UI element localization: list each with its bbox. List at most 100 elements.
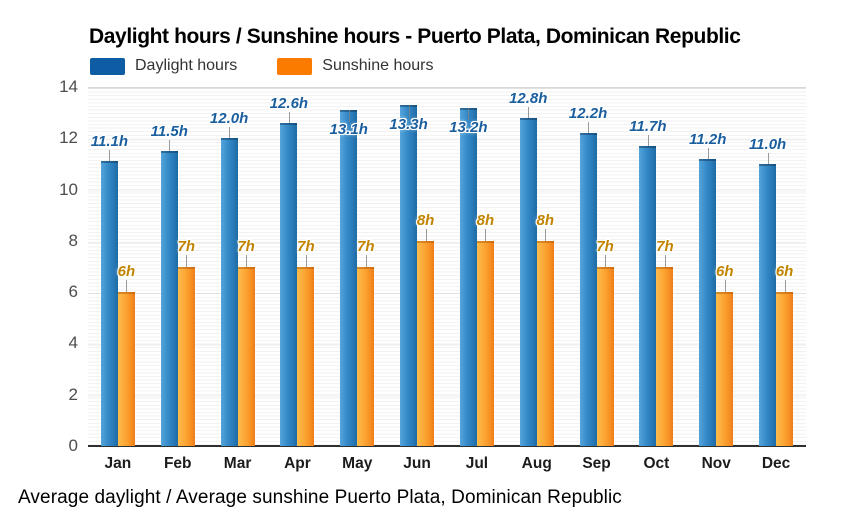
sunshine-label-leader — [664, 254, 666, 267]
chart-title: Daylight hours / Sunshine hours - Puerto… — [89, 25, 741, 48]
sunshine-label-leader — [784, 280, 786, 293]
daylight-bar — [579, 133, 597, 446]
sunshine-value-label: 7h — [656, 237, 674, 255]
sunshine-value-label: 7h — [237, 237, 255, 255]
y-axis-tick: 12 — [59, 128, 78, 148]
sunshine-bar — [716, 292, 734, 446]
sunshine-value-label: 7h — [596, 237, 614, 255]
x-axis-line — [88, 445, 806, 447]
daylight-label-leader — [229, 127, 231, 139]
x-axis-label: Dec — [761, 455, 791, 472]
daylight-value-label: 12.2h — [568, 105, 608, 123]
daylight-label-leader — [647, 134, 649, 146]
sunshine-value-label: 6h — [117, 263, 136, 281]
sunshine-bar — [117, 292, 135, 446]
x-axis-label: Apr — [284, 455, 311, 472]
sunshine-value-label: 8h — [476, 211, 495, 229]
y-axis-tick: 0 — [68, 436, 78, 455]
daylight-label-leader — [109, 150, 111, 162]
daylight-label-leader — [169, 140, 171, 152]
x-axis-label: Oct — [643, 455, 670, 472]
daylight-label-leader — [707, 147, 709, 159]
sunshine-label-leader — [365, 254, 367, 267]
sunshine-bar — [417, 240, 435, 446]
sunshine-value-label: 7h — [297, 237, 315, 255]
plot-area — [88, 87, 806, 447]
y-axis-tick: 2 — [68, 384, 78, 404]
daylight-value-label: 11.2h — [689, 130, 727, 148]
daylight-value-label: 11.7h — [629, 117, 667, 135]
y-axis-tick: 6 — [68, 282, 78, 302]
daylight-bar — [160, 151, 178, 446]
x-axis-label: Jul — [465, 455, 489, 472]
daylight-label-leader — [408, 104, 410, 117]
y-axis-tick: 4 — [68, 333, 78, 353]
sunshine-value-label: 7h — [356, 237, 375, 255]
x-axis-label: Jan — [104, 455, 132, 472]
daylight-value-label: 12.8h — [509, 89, 548, 107]
daylight-bar — [400, 104, 418, 446]
legend-label-sunshine: Sunshine hours — [322, 57, 434, 74]
daylight-label-leader — [348, 110, 350, 123]
sunshine-value-label: 6h — [775, 263, 794, 281]
daylight-label-leader — [288, 111, 290, 123]
daylight-bar — [220, 138, 238, 446]
chart-footer: Average daylight / Average sunshine Puer… — [18, 487, 622, 508]
sunshine-value-label: 8h — [416, 211, 435, 229]
x-axis-label: Feb — [163, 455, 192, 472]
daylight-bar — [280, 122, 298, 446]
daylight-label-leader — [588, 122, 590, 134]
daylight-bar — [759, 163, 777, 446]
daylight-value-label: 13.3h — [389, 115, 428, 133]
daylight-label-leader — [468, 107, 470, 120]
y-axis-tick: 14 — [59, 77, 78, 96]
daylight-bar — [699, 158, 717, 446]
sunshine-value-label: 6h — [715, 263, 734, 281]
x-axis-label: Jun — [403, 455, 431, 472]
y-axis-tick: 8 — [68, 230, 78, 250]
sunshine-value-label: 7h — [177, 237, 195, 255]
sunshine-bar — [536, 240, 554, 446]
legend-item-daylight: Daylight hours — [90, 57, 237, 75]
sunshine-swatch-icon — [277, 57, 313, 75]
daylight-label-leader — [767, 152, 769, 164]
daylight-bar — [639, 145, 657, 446]
x-axis-label: Nov — [701, 455, 731, 472]
sunshine-bar — [476, 240, 494, 446]
sunshine-label-leader — [186, 254, 188, 267]
daylight-value-label: 13.2h — [449, 118, 488, 136]
legend-item-sunshine: Sunshine hours — [277, 57, 433, 75]
sunshine-bar — [297, 266, 315, 446]
daylight-bar — [340, 110, 358, 446]
daylight-value-label: 12.0h — [209, 110, 249, 128]
sunshine-label-leader — [724, 280, 726, 293]
daylight-value-label: 11.5h — [150, 123, 188, 141]
sunshine-bar — [656, 266, 674, 446]
daylight-value-label: 13.1h — [329, 121, 368, 139]
daylight-swatch-icon — [90, 57, 125, 75]
sunshine-value-label: 8h — [536, 211, 554, 229]
daylight-value-label: 11.1h — [90, 133, 129, 151]
sunshine-label-leader — [305, 254, 307, 267]
sunshine-bar — [596, 266, 614, 446]
x-axis-label: Sep — [582, 455, 611, 472]
daylight-bar — [459, 107, 477, 446]
sunshine-label-leader — [126, 280, 128, 293]
x-axis-label: Mar — [223, 455, 252, 472]
sunshine-bar — [357, 266, 375, 446]
daylight-value-label: 11.0h — [748, 135, 787, 153]
sunshine-bar — [177, 266, 195, 446]
x-axis-label: May — [342, 455, 373, 472]
sunshine-bar — [237, 266, 255, 446]
x-axis-label: Aug — [521, 455, 552, 472]
legend-label-daylight: Daylight hours — [135, 57, 238, 74]
sunshine-label-leader — [605, 254, 607, 267]
sunshine-label-leader — [545, 228, 547, 241]
sunshine-label-leader — [425, 228, 427, 241]
sunshine-bar — [776, 292, 794, 446]
sunshine-label-leader — [246, 254, 248, 267]
sunshine-label-leader — [485, 228, 487, 241]
daylight-label-leader — [528, 106, 530, 118]
daylight-bar — [519, 117, 537, 446]
